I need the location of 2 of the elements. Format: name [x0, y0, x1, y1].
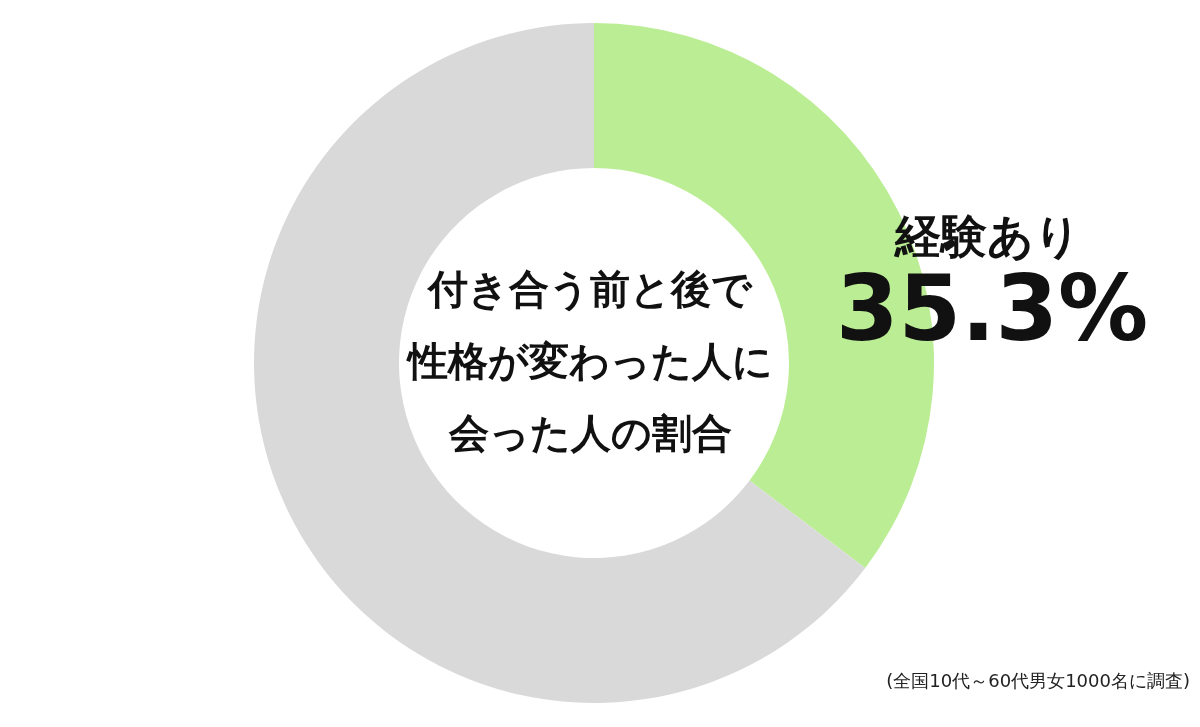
text: (全国10代～60代男女1000名に調査)	[886, 670, 1190, 691]
text: 付き合う前と後で性格が変わった人に会った人の割合	[405, 266, 773, 456]
